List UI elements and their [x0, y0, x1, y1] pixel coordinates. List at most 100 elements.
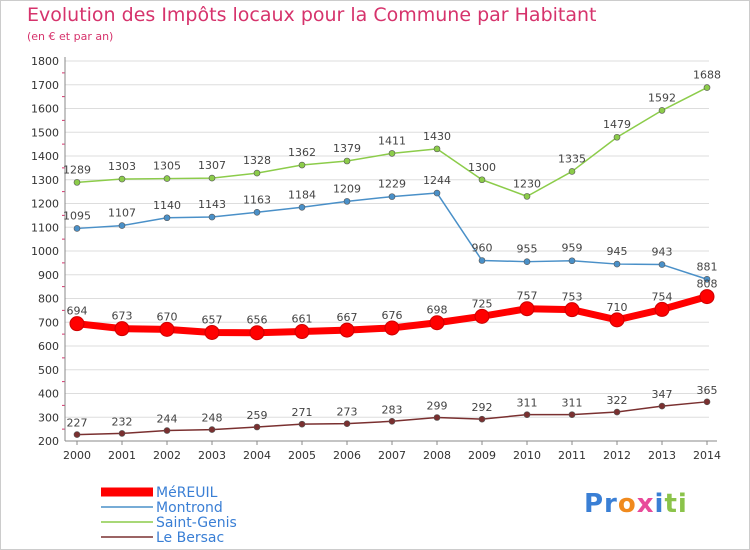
data-point-Montrond-2000	[73, 225, 81, 232]
x-tick-label-2012: 2012	[603, 449, 631, 462]
data-point-Saint-Genis-2004	[253, 169, 261, 177]
data-point-Saint-Genis-2010	[523, 193, 531, 200]
data-label-Le Bersac-2005: 271	[292, 406, 313, 419]
data-point-Saint-Genis-2012	[613, 133, 621, 141]
y-tick-label-300: 300	[38, 411, 59, 424]
legend-label-MéREUIL: MéREUIL	[156, 485, 218, 501]
data-label-Le Bersac-2010: 311	[517, 397, 538, 410]
data-label-Saint-Genis-2009: 1300	[468, 161, 496, 174]
data-point-Saint-Genis-2011	[568, 168, 576, 175]
data-label-Saint-Genis-2012: 1479	[603, 118, 631, 131]
y-tick-label-1000: 1000	[31, 245, 59, 258]
y-tick-label-600: 600	[38, 340, 59, 353]
data-point-Saint-Genis-2014	[703, 84, 711, 91]
data-point-MéREUIL-2011	[564, 302, 580, 318]
data-point-Montrond-2013	[658, 261, 666, 268]
data-point-MéREUIL-2004	[249, 325, 265, 341]
data-label-Montrond-2003: 1143	[198, 198, 226, 211]
y-tick-label-1300: 1300	[31, 174, 59, 187]
data-label-Saint-Genis-2006: 1379	[333, 142, 361, 155]
data-point-Le Bersac-2002	[163, 427, 171, 434]
data-label-Montrond-2010: 955	[517, 243, 538, 256]
data-label-Saint-Genis-2011: 1335	[558, 152, 586, 165]
data-label-Le Bersac-2002: 244	[157, 413, 178, 426]
proxiti-logo: Proxiti	[584, 489, 688, 519]
data-point-Le Bersac-2004	[253, 423, 261, 431]
x-tick-label-2006: 2006	[333, 449, 361, 462]
y-tick-label-800: 800	[38, 293, 59, 306]
data-point-MéREUIL-2009	[474, 308, 490, 324]
x-tick-label-2004: 2004	[243, 449, 271, 462]
legend-label-Saint-Genis: Saint-Genis	[156, 515, 237, 531]
data-point-Le Bersac-2005	[298, 420, 306, 428]
data-label-MéREUIL-2011: 753	[562, 291, 583, 304]
data-label-Saint-Genis-2001: 1303	[108, 160, 136, 173]
data-point-MéREUIL-2000	[69, 316, 85, 332]
data-label-MéREUIL-2013: 754	[652, 290, 673, 303]
data-label-Montrond-2008: 1244	[423, 174, 451, 187]
data-point-Le Bersac-2014	[703, 398, 711, 406]
data-point-Montrond-2002	[163, 214, 171, 222]
data-label-Saint-Genis-2010: 1230	[513, 177, 541, 190]
data-label-Saint-Genis-2013: 1592	[648, 91, 676, 104]
chart-subtitle: (en € et par an)	[27, 30, 114, 43]
data-point-Saint-Genis-2005	[298, 161, 306, 169]
data-point-Montrond-2008	[433, 189, 441, 197]
x-tick-label-2009: 2009	[468, 449, 496, 462]
data-label-Le Bersac-2007: 283	[382, 403, 403, 416]
x-tick-label-2011: 2011	[558, 449, 586, 462]
data-point-Le Bersac-2010	[523, 411, 531, 418]
data-label-Saint-Genis-2014: 1688	[693, 69, 721, 82]
data-label-MéREUIL-2003: 657	[202, 313, 223, 326]
data-point-MéREUIL-2005	[294, 324, 310, 340]
y-tick-label-1700: 1700	[31, 79, 59, 92]
data-point-MéREUIL-2002	[159, 321, 175, 337]
data-point-Le Bersac-2000	[73, 431, 81, 438]
data-label-Le Bersac-2009: 292	[472, 401, 493, 414]
data-point-MéREUIL-2001	[114, 321, 130, 337]
data-point-MéREUIL-2006	[339, 322, 355, 338]
data-point-Montrond-2003	[208, 213, 216, 221]
data-label-Le Bersac-2004: 259	[247, 409, 268, 422]
data-label-Montrond-2006: 1209	[333, 182, 361, 195]
y-tick-label-1400: 1400	[31, 150, 59, 163]
data-point-Montrond-2014	[703, 275, 711, 283]
chart-title: Evolution des Impôts locaux pour la Comm…	[27, 4, 597, 26]
x-tick-label-2007: 2007	[378, 449, 406, 462]
data-point-MéREUIL-2014	[699, 289, 715, 305]
data-label-Montrond-2005: 1184	[288, 188, 316, 201]
data-label-Saint-Genis-2003: 1307	[198, 159, 226, 172]
y-tick-label-1500: 1500	[31, 126, 59, 139]
data-point-Montrond-2010	[523, 258, 531, 265]
data-point-Le Bersac-2006	[343, 420, 351, 427]
y-tick-label-1100: 1100	[31, 221, 59, 234]
data-label-Le Bersac-2000: 227	[67, 417, 88, 430]
data-point-Le Bersac-2012	[613, 408, 621, 416]
x-tick-label-2000: 2000	[63, 449, 91, 462]
data-point-Montrond-2004	[253, 208, 261, 216]
x-tick-label-2014: 2014	[693, 449, 721, 462]
data-label-Le Bersac-2014: 365	[697, 384, 718, 397]
x-tick-label-2005: 2005	[288, 449, 316, 462]
data-label-Montrond-2007: 1229	[378, 178, 406, 191]
data-point-Saint-Genis-2000	[73, 179, 81, 186]
x-tick-label-2008: 2008	[423, 449, 451, 462]
data-label-MéREUIL-2008: 698	[427, 304, 448, 317]
data-label-MéREUIL-2005: 661	[292, 313, 313, 326]
data-label-MéREUIL-2012: 710	[607, 301, 628, 314]
x-tick-label-2010: 2010	[513, 449, 541, 462]
x-tick-label-2002: 2002	[153, 449, 181, 462]
y-tick-label-200: 200	[38, 435, 59, 448]
data-label-MéREUIL-2002: 670	[157, 310, 178, 323]
x-tick-label-2001: 2001	[108, 449, 136, 462]
data-label-Montrond-2001: 1107	[108, 207, 136, 220]
data-point-Le Bersac-2007	[388, 417, 396, 425]
data-label-MéREUIL-2001: 673	[112, 310, 133, 323]
data-label-MéREUIL-2014: 808	[697, 278, 718, 291]
data-label-Montrond-2014: 881	[697, 260, 718, 273]
data-label-MéREUIL-2004: 656	[247, 314, 268, 327]
data-point-MéREUIL-2010	[519, 301, 535, 317]
legend-label-Montrond: Montrond	[156, 500, 223, 516]
data-point-MéREUIL-2008	[429, 315, 445, 331]
